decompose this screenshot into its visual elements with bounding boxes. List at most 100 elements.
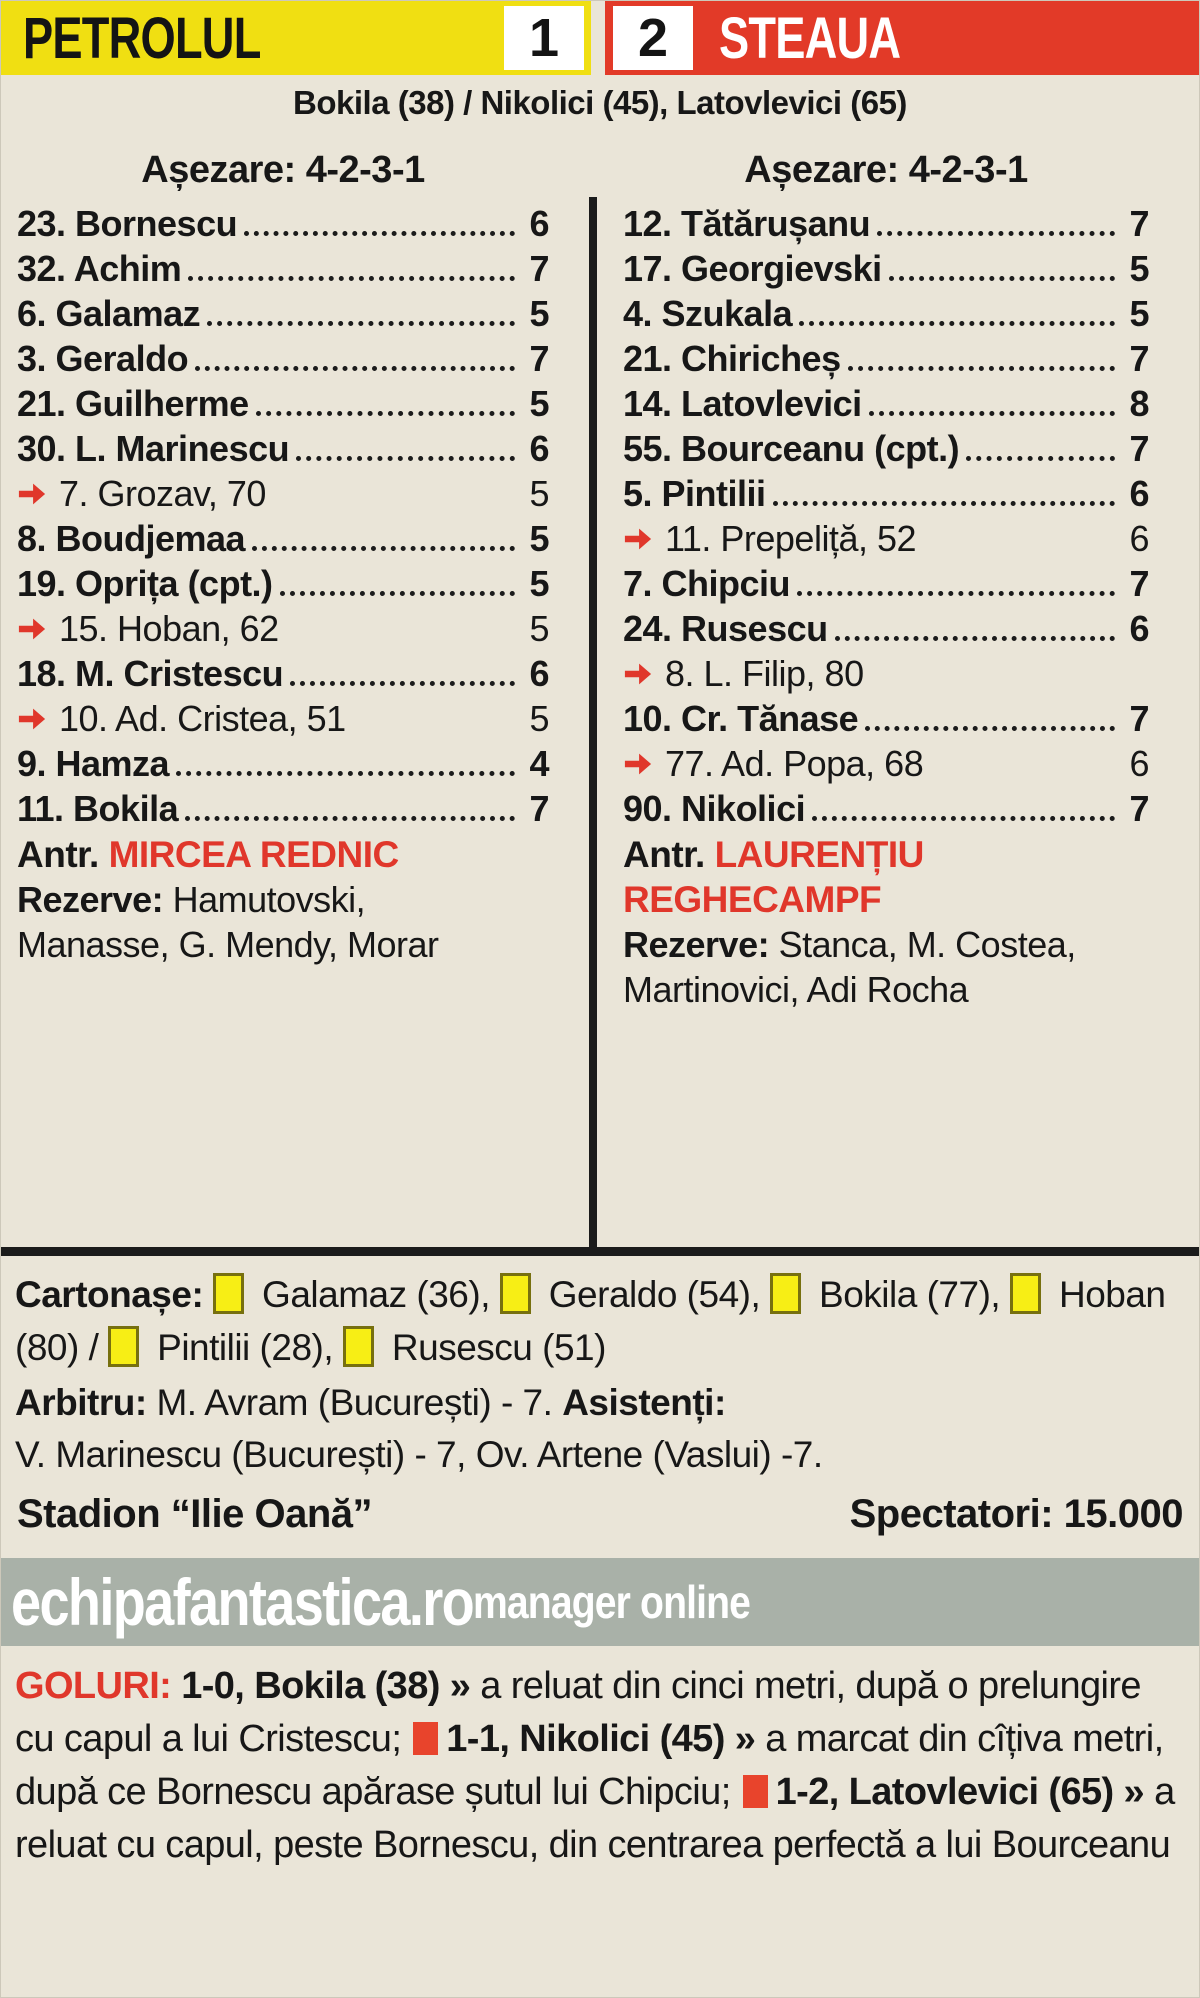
player-name: 11. Prepeliță, 52: [665, 518, 917, 559]
player-name: 15. Hoban, 62: [59, 608, 279, 649]
player-name: 9. Hamza: [17, 743, 170, 784]
substitute-row: 11. Prepeliță, 52 6: [623, 516, 1150, 561]
substitute-row: 8. L. Filip, 80: [623, 651, 1149, 696]
home-team-name: PETROLUL: [23, 5, 261, 71]
substitute-row: 7. Grozav, 70 5: [17, 471, 550, 516]
player-rating: 5: [529, 608, 549, 649]
player-row: 23. Bornescu 6: [17, 201, 550, 246]
dotted-leader: [865, 726, 1115, 731]
away-formation-label: Așezare: 4-2-3-1: [744, 149, 1028, 191]
away-team-banner: 2 STEAUA: [605, 1, 1199, 75]
carded-player: Geraldo (54),: [538, 1274, 761, 1315]
dotted-leader: [255, 411, 515, 416]
goals-paragraph: GOLURI: 1-0, Bokila (38) » a reluat din …: [1, 1646, 1199, 1872]
player-rating: 6: [529, 653, 549, 694]
player-rating: 7: [1129, 428, 1149, 469]
player-row: 4. Szukala 5: [623, 291, 1150, 336]
player-rating: 5: [529, 518, 549, 559]
reserves-label: Rezerve:: [17, 879, 164, 920]
section-divider: [1, 1247, 1199, 1256]
player-rating: 6: [529, 428, 549, 469]
dotted-leader: [799, 321, 1115, 326]
goals-text-segment: a reluat din cinci metri, după o prelung…: [15, 1665, 1142, 1760]
dotted-leader: [244, 231, 515, 236]
lineups-section: Așezare: 4-2-3-1 23. Bornescu 6 32. Achim 7…: [1, 125, 1199, 1247]
player-name: 3. Geraldo: [17, 338, 189, 379]
yellow-card-icon: [108, 1326, 140, 1367]
player-rating: 5: [1129, 293, 1149, 334]
assistants-line: V. Marinescu (București) - 7, Ov. Artene…: [15, 1434, 823, 1475]
away-lineup-column: Așezare: 4-2-3-1 12. Tătărușanu 7 17. Geor…: [597, 147, 1199, 1247]
player-rating: 4: [529, 743, 549, 784]
player-name: 19. Oprița (cpt.): [17, 563, 273, 604]
carded-player: Galamaz (36),: [252, 1274, 490, 1315]
substitution-arrow-icon: [17, 482, 49, 506]
player-name: 21. Chiricheș: [623, 338, 841, 379]
dotted-leader: [834, 636, 1115, 641]
player-row: 90. Nikolici 7: [623, 786, 1150, 831]
substitution-arrow-icon: [17, 617, 49, 641]
yellow-card-icon: [213, 1273, 245, 1314]
player-row: 55. Bourceanu (cpt.) 7: [623, 426, 1150, 471]
away-reserves-line: Rezerve: Stanca, M. Costea, Martinovici,…: [623, 922, 1093, 1012]
player-name: 7. Chipciu: [623, 563, 791, 604]
away-score: 2: [613, 6, 693, 70]
player-name: 21. Guilherme: [17, 383, 249, 424]
player-name: 30. L. Marinescu: [17, 428, 290, 469]
dotted-leader: [252, 546, 515, 551]
player-name: 10. Cr. Tănase: [623, 698, 859, 739]
player-rating: 5: [529, 698, 549, 739]
player-rating: 7: [1129, 338, 1149, 379]
player-name: 18. M. Cristescu: [17, 653, 284, 694]
player-rating: 6: [1129, 518, 1149, 559]
home-score: 1: [504, 6, 584, 70]
player-name: 32. Achim: [17, 248, 182, 289]
dotted-leader: [847, 366, 1115, 371]
player-row: 14. Latovlevici 8: [623, 381, 1150, 426]
score-header-gap: [591, 1, 605, 75]
away-reserves-names: Stanca, M. Costea, Martinovici, Adi Roch…: [623, 924, 1076, 1010]
away-coach-line: Antr. LAURENȚIU REGHECAMPF: [623, 832, 1093, 922]
ad-banner-site: echipafantastica.ro: [11, 1565, 475, 1639]
goal-marker-icon: [413, 1722, 439, 1755]
player-row: 17. Georgievski 5: [623, 246, 1150, 291]
cards-items: Galamaz (36), Geraldo (54), Bokila (77),…: [15, 1273, 1166, 1368]
player-row: 32. Achim 7: [17, 246, 550, 291]
player-name: 11. Bokila: [17, 788, 179, 829]
player-row: 21. Guilherme 5: [17, 381, 550, 426]
substitution-arrow-icon: [623, 662, 655, 686]
dotted-leader: [176, 771, 515, 776]
goals-text-segment: a reluat cu capul, peste Bornescu, din c…: [15, 1771, 1175, 1866]
coach-label: Antr.: [623, 834, 705, 875]
dotted-leader: [797, 591, 1115, 596]
home-team-banner: PETROLUL 1: [1, 1, 591, 75]
goals-text-segment: 1-1, Nikolici (45) »: [446, 1718, 766, 1760]
carded-player: Bokila (77),: [809, 1274, 1001, 1315]
player-rating: 7: [1129, 563, 1149, 604]
spectators-count: Spectatori: 15.000: [849, 1492, 1184, 1536]
home-reserves-names: Hamutovski, Manasse, G. Mendy, Morar: [17, 879, 439, 965]
assistants-label: Asistenți:: [562, 1382, 726, 1423]
player-name: 77. Ad. Popa, 68: [665, 743, 924, 784]
home-coach-line: Antr. MIRCEA REDNIC: [17, 832, 549, 877]
referee-name: M. Avram (București) - 7.: [156, 1382, 553, 1423]
player-rating: 7: [1129, 698, 1149, 739]
dotted-leader: [185, 816, 515, 821]
yellow-card-icon: [770, 1273, 802, 1314]
dotted-leader: [868, 411, 1115, 416]
player-name: 5. Pintilii: [623, 473, 766, 514]
player-row: 5. Pintilii 6: [623, 471, 1150, 516]
scorers-line: Bokila (38) / Nikolici (45), Latovlevici…: [293, 84, 907, 121]
referee-label: Arbitru:: [15, 1382, 147, 1423]
home-reserves-line: Rezerve: Hamutovski, Manasse, G. Mendy, …: [17, 877, 517, 967]
coach-label: Antr.: [17, 834, 99, 875]
goals-text-segment: 1-2, Latovlevici (65) »: [775, 1771, 1155, 1813]
player-rating: 7: [1129, 788, 1149, 829]
player-rating: 5: [1129, 248, 1149, 289]
player-rating: 5: [529, 563, 549, 604]
dotted-leader: [195, 366, 515, 371]
player-name: 8. L. Filip, 80: [665, 653, 864, 694]
player-name: 4. Szukala: [623, 293, 793, 334]
player-row: 18. M. Cristescu 6: [17, 651, 550, 696]
substitute-row: 77. Ad. Popa, 68 6: [623, 741, 1150, 786]
